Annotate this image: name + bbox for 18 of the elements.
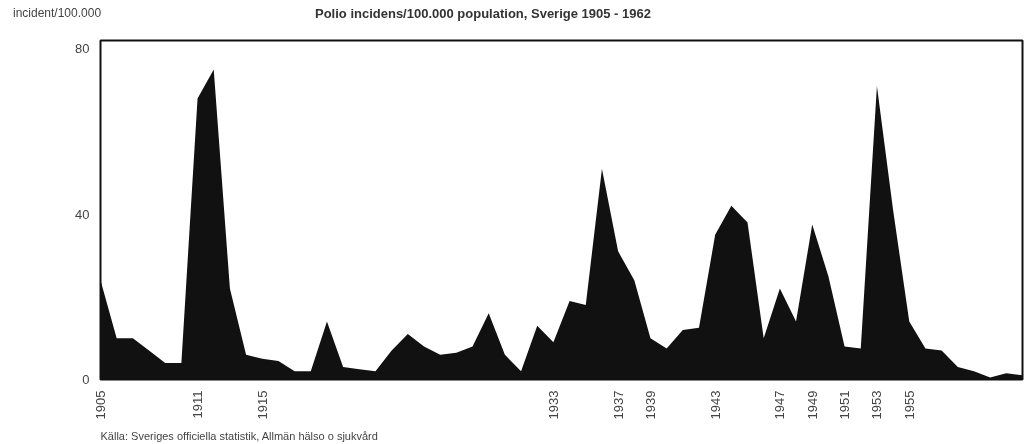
x-tick-label: 1937 <box>610 390 626 420</box>
text: Källa: Sveriges officiella statistik, Allmän hälso o sjukvård <box>100 429 378 442</box>
x-tick-label: 1943 <box>707 390 723 420</box>
x-tick-label: 1939 <box>642 390 658 420</box>
x-tick-label: 1953 <box>869 390 885 420</box>
x-tick-label: 1951 <box>837 390 853 420</box>
y-tick-label: 40 <box>75 206 90 222</box>
y-axis-title: incident/100.000 <box>13 5 102 22</box>
x-tick-label: 1915 <box>254 390 270 420</box>
x-tick-label: 1933 <box>545 390 561 420</box>
y-tick-label: 0 <box>82 372 90 387</box>
x-tick-label: 1947 <box>772 390 788 420</box>
x-tick-label: 1905 <box>93 390 108 420</box>
y-tick-label: 80 <box>75 41 90 57</box>
x-tick-label: 1955 <box>901 390 917 420</box>
x-tick-label: 1949 <box>804 390 820 420</box>
x-tick-label: 1911 <box>190 390 206 419</box>
chart-title: Polio incidens/100.000 population, Sverige 1905 - 1962 <box>315 5 651 23</box>
